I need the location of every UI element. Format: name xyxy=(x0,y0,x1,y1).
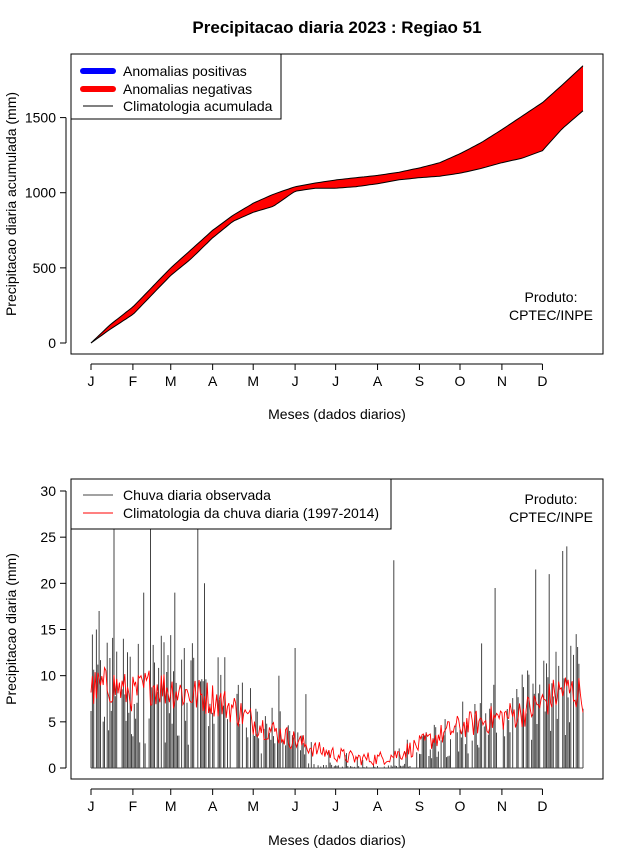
x-tick-label-A: A xyxy=(373,798,383,814)
product-label: Produto: xyxy=(525,289,578,305)
y-tick-label: 1000 xyxy=(25,185,56,201)
observed-accumulated-line xyxy=(90,110,584,344)
y-tick-label: 1500 xyxy=(25,110,56,126)
x-tick-label-A: A xyxy=(208,373,218,389)
x-tick-label-J: J xyxy=(332,798,339,814)
daily-panel: 0 5 10 15 20 25 30 J F M A M J J A S O N D Meses (dados d… xyxy=(3,478,604,848)
y-tick-label: 25 xyxy=(40,529,56,545)
x-tick-label-J: J xyxy=(88,373,95,389)
y-axis-label: Precipitacao diaria (mm) xyxy=(3,553,19,705)
y-tick-label: 10 xyxy=(40,668,56,684)
x-tick-label-F: F xyxy=(129,373,138,389)
observed-bars xyxy=(90,527,584,769)
climatology-accumulated-line xyxy=(90,65,584,344)
legend: Chuva diaria observada Climatologia da c… xyxy=(70,478,392,530)
legend-negative-label: Anomalias negativas xyxy=(123,81,252,97)
y-tick-label: 5 xyxy=(48,714,56,730)
y-tick-label: 20 xyxy=(40,575,56,591)
accumulated-panel: 0 500 1000 1500 J F M A M J J A S O N D Meses (dados d… xyxy=(3,53,604,422)
y-tick-label: 0 xyxy=(48,335,56,351)
product-credit: CPTEC/INPE xyxy=(509,509,593,525)
x-axis-label: Meses (dados diarios) xyxy=(268,832,406,848)
legend-climatology-label: Climatologia da chuva diaria (1997-2014) xyxy=(123,505,379,521)
x-tick-label-A: A xyxy=(373,373,383,389)
legend-climatology-label: Climatologia acumulada xyxy=(123,98,273,114)
x-tick-label-N: N xyxy=(497,798,507,814)
climatology-line xyxy=(90,665,584,767)
x-tick-label-J: J xyxy=(292,798,299,814)
legend-observed-label: Chuva diaria observada xyxy=(123,487,271,503)
plot-frame xyxy=(70,53,604,355)
y-axis: 0 5 10 15 20 25 30 xyxy=(40,483,67,776)
product-label: Produto: xyxy=(525,491,578,507)
x-tick-label-J: J xyxy=(88,798,95,814)
product-credit: CPTEC/INPE xyxy=(509,307,593,323)
x-axis-label: Meses (dados diarios) xyxy=(268,406,406,422)
y-tick-label: 500 xyxy=(33,260,57,276)
x-tick-label-D: D xyxy=(537,798,547,814)
y-tick-label: 15 xyxy=(40,622,56,638)
anomaly-area xyxy=(90,65,584,344)
x-tick-label-M: M xyxy=(165,798,177,814)
y-axis: 0 500 1000 1500 xyxy=(25,110,67,351)
climatology-daily-line xyxy=(90,665,584,767)
y-tick-label: 0 xyxy=(48,760,56,776)
x-tick-label-J: J xyxy=(292,373,299,389)
chart-title: Precipitacao diaria 2023 : Regiao 51 xyxy=(192,18,481,37)
x-tick-label-M: M xyxy=(247,373,259,389)
x-tick-label-J: J xyxy=(332,373,339,389)
x-tick-label-S: S xyxy=(415,373,424,389)
legend-positive-label: Anomalias positivas xyxy=(123,63,247,79)
x-tick-label-F: F xyxy=(129,798,138,814)
x-tick-label-S: S xyxy=(415,798,424,814)
x-tick-label-O: O xyxy=(455,798,466,814)
x-tick-label-O: O xyxy=(455,373,466,389)
x-tick-label-M: M xyxy=(165,373,177,389)
legend: Anomalias positivas Anomalias negativas … xyxy=(70,53,282,120)
x-tick-label-N: N xyxy=(497,373,507,389)
legend-box xyxy=(70,478,392,530)
x-tick-label-D: D xyxy=(537,373,547,389)
y-tick-label: 30 xyxy=(40,483,56,499)
x-tick-label-A: A xyxy=(208,798,218,814)
y-axis-label: Precipitacao diaria acumulada (mm) xyxy=(3,92,19,316)
x-tick-label-M: M xyxy=(247,798,259,814)
